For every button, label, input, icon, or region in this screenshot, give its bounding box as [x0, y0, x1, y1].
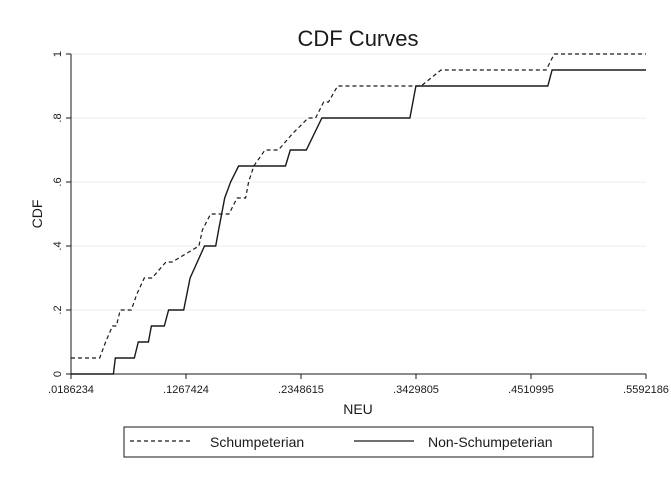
axes: [70, 54, 646, 375]
legend-label-schumpeterian: Schumpeterian: [210, 434, 304, 450]
y-tick-label: .2: [52, 305, 64, 314]
x-tick-label: .2348615: [278, 384, 324, 396]
series-lines: [71, 53, 646, 375]
y-tick-label: 1: [52, 51, 64, 57]
legend: Schumpeterian Non-Schumpeterian: [123, 426, 594, 458]
x-tick-label: .4510995: [508, 384, 554, 396]
legend-box: [123, 426, 594, 458]
legend-label-non-schumpeterian: Non-Schumpeterian: [428, 434, 553, 450]
series-line-non-schumpeterian: [71, 69, 646, 375]
x-tick-label: .3429805: [393, 384, 439, 396]
chart-title: CDF Curves: [297, 26, 418, 51]
x-tick-label: .1267424: [163, 384, 209, 396]
y-tick-label: 0: [52, 371, 64, 377]
x-tick-label: .0186234: [48, 384, 94, 396]
y-tick-label: .6: [52, 177, 64, 186]
x-axis-label: NEU: [343, 401, 373, 417]
x-tick-label: .5592186: [623, 384, 669, 396]
y-axis-label: CDF: [29, 200, 45, 229]
axis-ticks: 0 .2 .4 .6 .8 1 .0186234 .1267424 .2348615 .34298…: [48, 51, 669, 396]
grid-lines: [71, 53, 646, 311]
y-tick-label: .4: [52, 241, 64, 250]
y-tick-label: .8: [52, 113, 64, 122]
